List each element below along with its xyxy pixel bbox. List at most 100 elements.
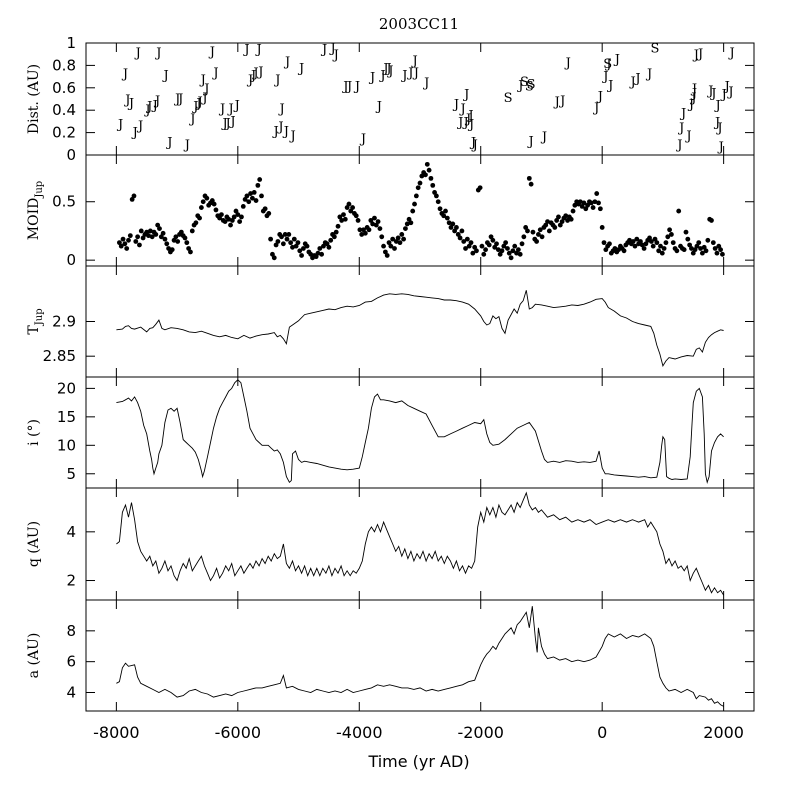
glyph-point-J: J [553, 95, 560, 110]
moid-point [430, 182, 436, 188]
moid-point [413, 193, 419, 199]
moid-point [279, 234, 284, 240]
moid-point [222, 219, 228, 225]
glyph-point-S: S [504, 91, 513, 106]
series-line-incl [116, 379, 724, 485]
moid-point [370, 221, 376, 227]
moid-point [536, 232, 541, 237]
moid-point [237, 219, 243, 225]
moid-point [162, 236, 168, 242]
glyph-point-J: J [278, 102, 285, 117]
moid-point [689, 246, 694, 251]
glyph-point-J: J [601, 69, 608, 84]
moid-point [401, 236, 407, 242]
y-tick-label-incl: 15 [57, 408, 76, 426]
glyph-point-J: J [713, 115, 720, 130]
glyph-point-J: J [378, 68, 385, 83]
moid-point [182, 235, 188, 241]
moid-point [503, 240, 509, 246]
moid-point [240, 204, 246, 209]
y-tick-label-moid: 0.5 [52, 193, 76, 211]
glyph-point-J: J [462, 115, 469, 130]
moid-point [280, 241, 286, 247]
moid-point [474, 248, 479, 254]
moid-point [594, 191, 600, 196]
glyph-point-J: J [297, 62, 304, 77]
moid-point [494, 241, 499, 247]
glyph-point-J: J [276, 120, 283, 135]
moid-point [315, 250, 321, 256]
moid-point [122, 241, 128, 247]
moid-point [366, 227, 372, 233]
moid-point [508, 255, 514, 261]
moid-point [546, 228, 552, 234]
moid-point [353, 213, 359, 219]
y-tick-label-semimajor: 6 [66, 653, 76, 671]
moid-point [486, 242, 492, 248]
glyph-point-J: J [709, 86, 716, 101]
moid-point [198, 205, 204, 210]
moid-point [282, 232, 288, 237]
glyph-point-S: S [525, 80, 534, 95]
moid-point [404, 221, 410, 227]
glyph-point-J: J [375, 100, 382, 115]
moid-point [705, 237, 711, 243]
moid-point [246, 199, 252, 205]
moid-point [384, 253, 390, 258]
y-tick-label-incl: 10 [57, 436, 76, 454]
moid-point [412, 201, 417, 207]
glyph-point-J: J [400, 68, 407, 83]
y-axis-label-incl: i (°) [26, 419, 42, 446]
moid-point [262, 206, 268, 212]
moid-point [211, 201, 217, 207]
glyph-point-J: J [127, 96, 134, 111]
moid-point [464, 236, 470, 242]
moid-point [248, 191, 253, 196]
moid-point [359, 232, 365, 237]
moid-point [135, 234, 141, 240]
moid-point [517, 251, 523, 257]
moid-point [607, 241, 612, 247]
glyph-point-J: J [173, 92, 180, 107]
moid-point [650, 243, 656, 249]
glyph-point-J: J [134, 46, 141, 61]
moid-point [459, 228, 465, 234]
y-axis-label-semimajor: a (AU) [26, 633, 42, 679]
moid-point [665, 234, 671, 240]
glyph-point-S: S [527, 77, 536, 92]
moid-point [335, 223, 341, 229]
moid-point [319, 251, 325, 257]
glyph-point-J: J [273, 73, 280, 88]
y-tick-label-dist: 0.6 [52, 79, 76, 97]
moid-point [670, 240, 676, 246]
moid-point [153, 232, 159, 237]
glyph-point-J: J [254, 43, 261, 58]
y-tick-label-dist: 0.4 [52, 101, 76, 119]
moid-point [295, 240, 301, 246]
glyph-point-J: J [200, 91, 207, 106]
glyph-point-J: J [696, 47, 703, 62]
moid-point [301, 246, 306, 251]
moid-point [428, 175, 434, 181]
moid-point [193, 220, 199, 226]
moid-point [120, 236, 126, 242]
moid-point [379, 234, 385, 240]
glyph-point-J: J [645, 67, 652, 82]
glyph-point-J: J [151, 99, 158, 114]
moid-point [388, 243, 394, 249]
moid-point [525, 228, 530, 234]
moid-point [444, 215, 450, 221]
glyph-point-J: J [692, 48, 699, 63]
moid-point [249, 195, 255, 201]
glyph-point-J: J [202, 82, 209, 97]
moid-point [463, 246, 468, 251]
glyph-point-J: J [341, 80, 348, 95]
glyph-point-J: J [196, 95, 203, 110]
glyph-point-J: J [271, 124, 278, 139]
glyph-point-J: J [165, 136, 172, 151]
moid-point [339, 218, 345, 223]
glyph-point-J: J [153, 94, 160, 109]
moid-point [189, 228, 195, 234]
